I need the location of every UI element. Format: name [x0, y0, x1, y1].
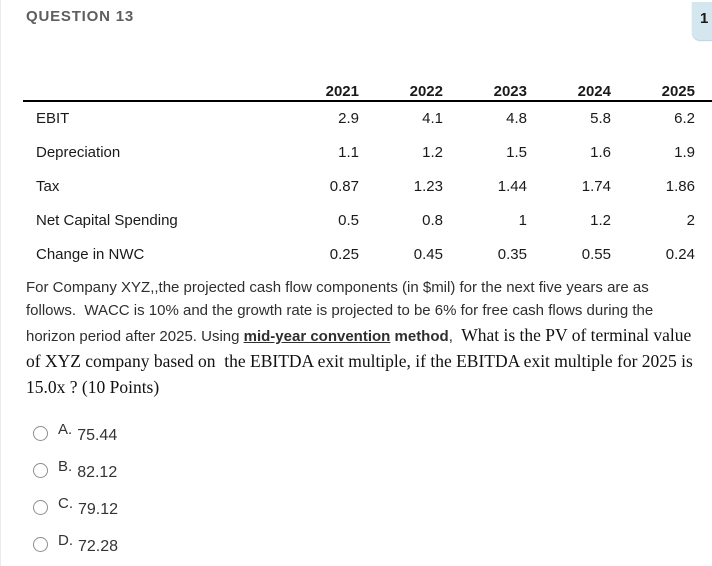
- points-badge-value: 1: [700, 10, 709, 27]
- cell-value: 0.5: [338, 211, 359, 229]
- option-a-value: 75.44: [77, 427, 118, 444]
- cell-value: 1.2: [422, 143, 443, 161]
- cell-value: 2: [686, 211, 695, 229]
- cell-value: 0.25: [329, 245, 359, 263]
- cell-value: 0.55: [581, 245, 611, 263]
- row-label: EBIT: [36, 110, 70, 127]
- question-serif-text: What is the PV of terminal value of XYZ …: [26, 325, 698, 397]
- option-a[interactable]: A. 75.44: [33, 421, 118, 445]
- cash-flow-table: 2021 2022 2023 2024 2025 EBIT 2.9 4.1 4.…: [23, 68, 712, 271]
- cell-value: 1.86: [665, 177, 695, 195]
- option-d[interactable]: D. 72.28: [33, 532, 118, 556]
- option-d-letter: D.: [58, 532, 73, 549]
- points-badge: 1: [692, 2, 712, 40]
- cell-value: 1.44: [497, 177, 527, 195]
- answer-options: A. 75.44 B. 82.12 C. 79.12 D. 72.28: [33, 421, 118, 566]
- cell-value: 1.5: [506, 143, 527, 161]
- question-emphasis-underline: mid-year convention: [243, 328, 391, 345]
- radio-option-c[interactable]: [33, 500, 48, 515]
- cell-value: 0.8: [422, 211, 443, 229]
- cell-value: 4.8: [506, 110, 527, 127]
- cell-value: 4.1: [422, 110, 443, 127]
- row-label: Net Capital Spending: [36, 211, 178, 229]
- radio-option-b[interactable]: [33, 463, 48, 478]
- header-year-2023: 2023: [443, 68, 527, 102]
- table-row-ebit: EBIT 2.9 4.1 4.8 5.8 6.2: [23, 101, 712, 135]
- question-intro: For Company XYZ,,the projected cash flow…: [26, 279, 658, 345]
- cell-value: 0.24: [665, 245, 695, 263]
- header-year-2021: 2021: [275, 68, 359, 102]
- table-row-depreciation: Depreciation 1.1 1.2 1.5 1.6 1.9: [23, 135, 712, 169]
- row-label: Tax: [36, 177, 60, 195]
- question-separator: ,: [448, 328, 462, 345]
- table-row-net-capital-spending: Net Capital Spending 0.5 0.8 1 1.2 2: [23, 203, 712, 237]
- header-year-2022: 2022: [359, 68, 443, 102]
- cell-value: 2.9: [338, 110, 359, 127]
- row-label: Change in NWC: [36, 245, 145, 263]
- cell-value: 1.1: [338, 143, 359, 161]
- cell-value: 0.35: [497, 245, 527, 263]
- cell-value: 1.74: [581, 177, 611, 195]
- cell-value: 6.2: [674, 110, 695, 127]
- header-empty-cell: [23, 68, 275, 102]
- radio-option-a[interactable]: [33, 426, 48, 441]
- cell-value: 0.87: [329, 177, 359, 195]
- cell-value: 0.45: [413, 245, 443, 263]
- cell-value: 1.9: [674, 143, 695, 161]
- option-b[interactable]: B. 82.12: [33, 458, 118, 482]
- option-c[interactable]: C. 79.12: [33, 495, 118, 519]
- cell-value: 5.8: [590, 110, 611, 127]
- row-label: Depreciation: [36, 143, 121, 161]
- option-c-letter: C.: [58, 495, 73, 512]
- cell-value: 1: [518, 211, 527, 229]
- question-emphasis-bold: method: [390, 328, 449, 345]
- question-text: For Company XYZ,,the projected cash flow…: [26, 276, 696, 400]
- option-d-value: 72.28: [78, 538, 119, 555]
- option-b-value: 82.12: [77, 464, 118, 481]
- cell-value: 1.6: [590, 143, 611, 161]
- option-a-letter: A.: [58, 421, 73, 438]
- option-b-letter: B.: [58, 458, 73, 475]
- table-row-tax: Tax 0.87 1.23 1.44 1.74 1.86: [23, 169, 712, 203]
- table-header-row: 2021 2022 2023 2024 2025: [23, 68, 712, 102]
- header-year-2025: 2025: [611, 68, 712, 102]
- question-title: QUESTION 13: [26, 8, 134, 25]
- option-c-value: 79.12: [78, 501, 119, 518]
- cell-value: 1.2: [590, 211, 611, 229]
- table-row-change-in-nwc: Change in NWC 0.25 0.45 0.35 0.55 0.24: [23, 237, 712, 271]
- cell-value: 1.23: [413, 177, 443, 195]
- radio-option-d[interactable]: [33, 537, 48, 552]
- header-year-2024: 2024: [527, 68, 611, 102]
